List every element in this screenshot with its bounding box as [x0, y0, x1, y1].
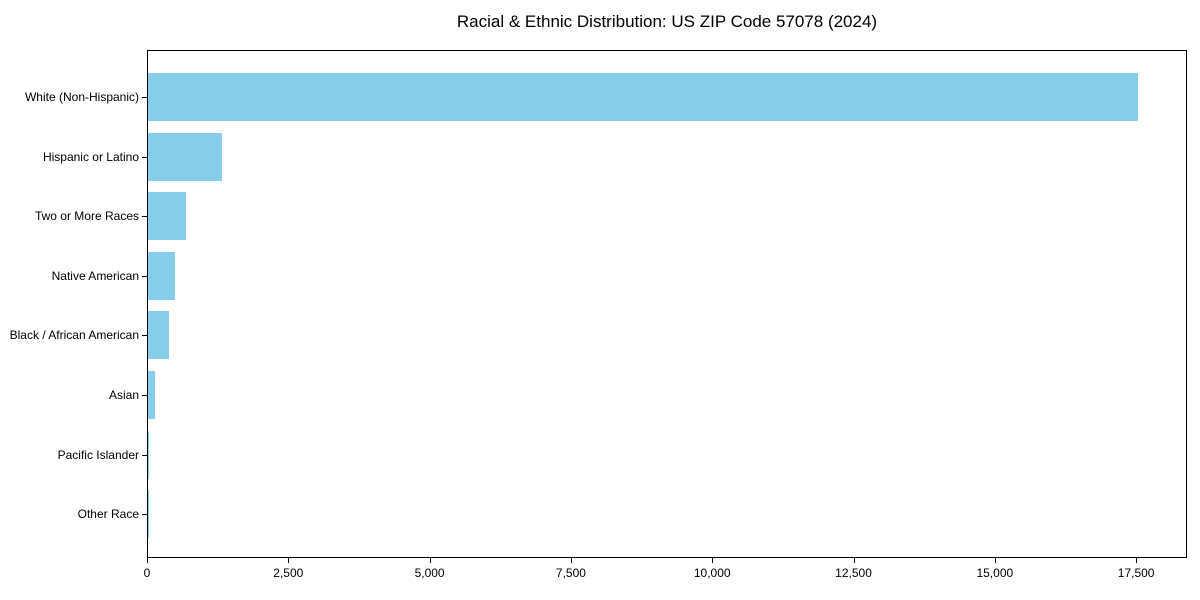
- bar: [148, 311, 170, 360]
- y-tick: [142, 97, 147, 98]
- bar: [148, 132, 223, 181]
- y-tick: [142, 156, 147, 158]
- x-tick-label: 7,500: [555, 566, 586, 580]
- y-tick: [142, 335, 147, 337]
- y-axis-label: White (Non-Hispanic): [24, 90, 139, 104]
- y-axis-label: Two or More Races: [34, 209, 139, 224]
- x-tick: [429, 558, 431, 563]
- y-axis-label: Pacific Islander: [57, 447, 139, 462]
- x-tick-label: 10,000: [693, 566, 731, 580]
- x-tick-label: 0: [143, 566, 151, 580]
- x-tick: [994, 558, 996, 563]
- bar: [148, 430, 149, 479]
- chart-title: Racial & Ethnic Distribution: US ZIP Cod…: [456, 12, 878, 31]
- y-axis-label: Black / African American: [9, 328, 139, 343]
- y-tick: [142, 454, 147, 456]
- x-tick: [570, 558, 572, 563]
- x-tick: [712, 558, 714, 563]
- x-tick-label: 5,000: [414, 566, 445, 580]
- bar: [148, 73, 1139, 121]
- x-tick-label: 12,500: [835, 566, 872, 580]
- x-tick: [147, 558, 148, 563]
- y-axis-label: Asian: [108, 388, 139, 402]
- y-tick: [142, 395, 147, 396]
- plot-area: [147, 50, 1187, 558]
- bar: [148, 371, 156, 419]
- y-tick: [142, 216, 147, 218]
- x-tick-label: 17,500: [1117, 566, 1155, 580]
- x-tick-label: 15,000: [976, 566, 1014, 580]
- x-tick-label: 2,500: [273, 566, 304, 580]
- bar: [148, 192, 187, 241]
- x-tick: [288, 558, 290, 563]
- y-axis-label: Native American: [51, 268, 139, 283]
- y-axis-label: Other Race: [77, 507, 139, 522]
- x-tick: [853, 558, 855, 563]
- y-tick: [142, 275, 147, 277]
- x-tick: [1136, 558, 1138, 563]
- y-axis-label: Hispanic or Latino: [42, 149, 139, 164]
- y-tick: [142, 514, 147, 516]
- bar: [148, 251, 176, 300]
